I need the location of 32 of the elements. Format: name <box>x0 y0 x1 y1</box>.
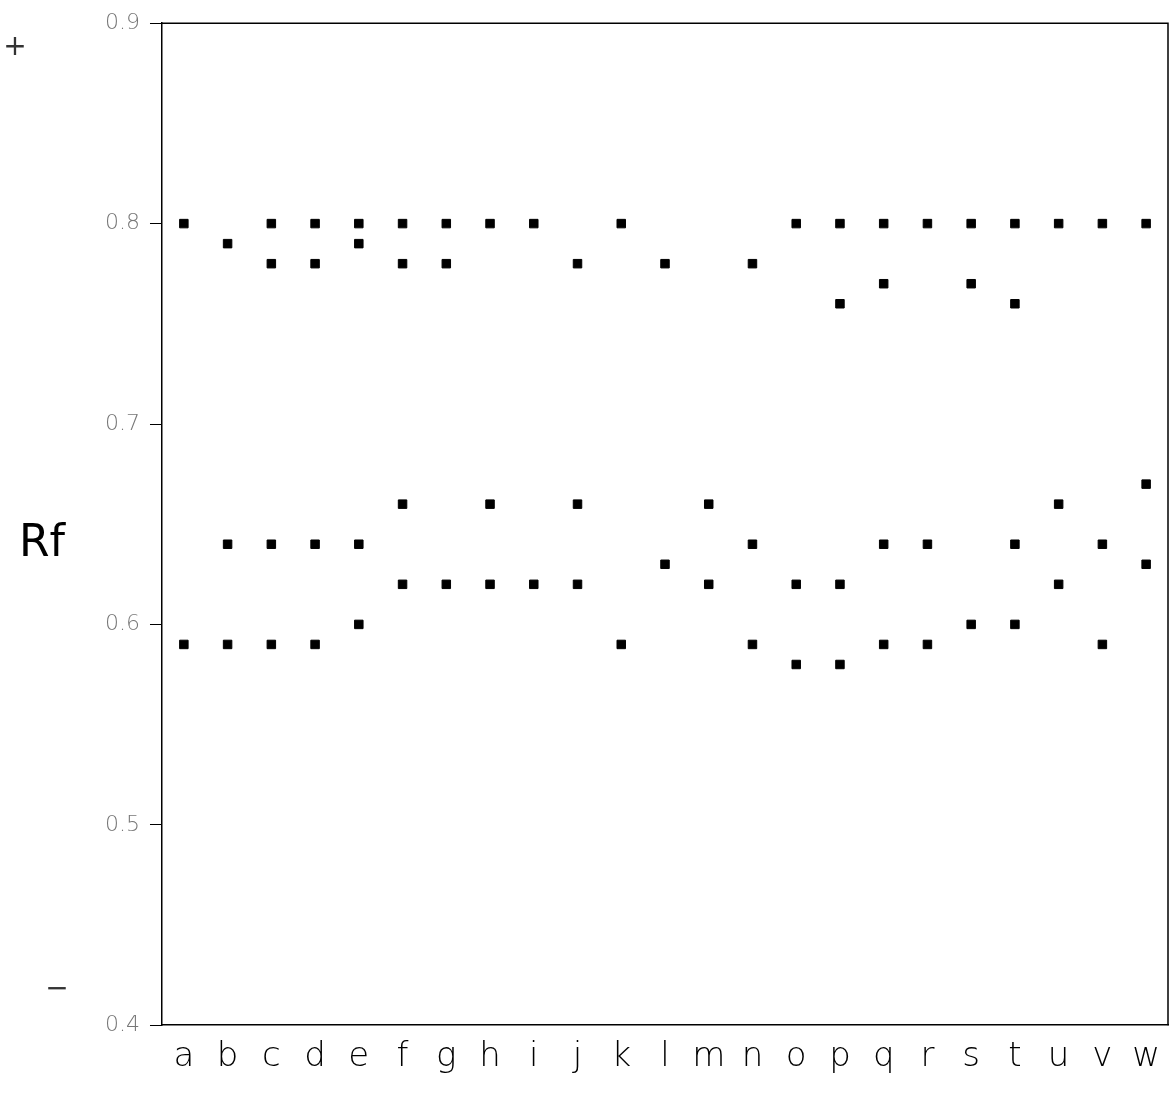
y-tick-label: 0.4 <box>104 1010 140 1036</box>
x-tick-label: j <box>571 1034 583 1075</box>
x-tick-label: c <box>261 1034 281 1075</box>
x-tick-label: h <box>479 1034 501 1075</box>
x-tick-label: t <box>1008 1034 1022 1075</box>
x-tick-label: f <box>396 1034 409 1075</box>
x-tick-label: e <box>348 1034 370 1075</box>
x-tick-label: g <box>436 1034 457 1075</box>
x-tick-label: a <box>173 1034 195 1075</box>
x-tick-label: p <box>829 1034 851 1075</box>
y-tick-label: 0.8 <box>104 209 140 235</box>
x-tick-label: i <box>529 1034 539 1075</box>
y-tick-label: 0.6 <box>104 610 140 636</box>
x-tick-label: d <box>304 1034 326 1075</box>
x-tick-label: l <box>660 1034 670 1075</box>
x-tick-label: m <box>692 1034 726 1075</box>
x-tick-label: n <box>741 1034 764 1075</box>
x-tick-label: b <box>216 1034 239 1075</box>
y-axis-title: Rf <box>18 514 67 566</box>
x-tick-label: o <box>785 1034 807 1075</box>
x-tick-label: s <box>962 1034 981 1075</box>
x-tick-label: u <box>1047 1034 1070 1075</box>
y-tick-label: 0.9 <box>104 8 140 34</box>
x-tick-label: w <box>1132 1034 1161 1075</box>
x-tick-label: r <box>920 1034 935 1075</box>
x-tick-label: v <box>1092 1034 1113 1075</box>
y-tick-label: 0.7 <box>104 409 140 435</box>
y-tick-label: 0.5 <box>104 810 140 836</box>
text: − <box>45 971 69 1005</box>
x-tick-label: k <box>611 1034 632 1075</box>
text: + <box>3 29 27 63</box>
x-tick-label: q <box>872 1034 895 1075</box>
